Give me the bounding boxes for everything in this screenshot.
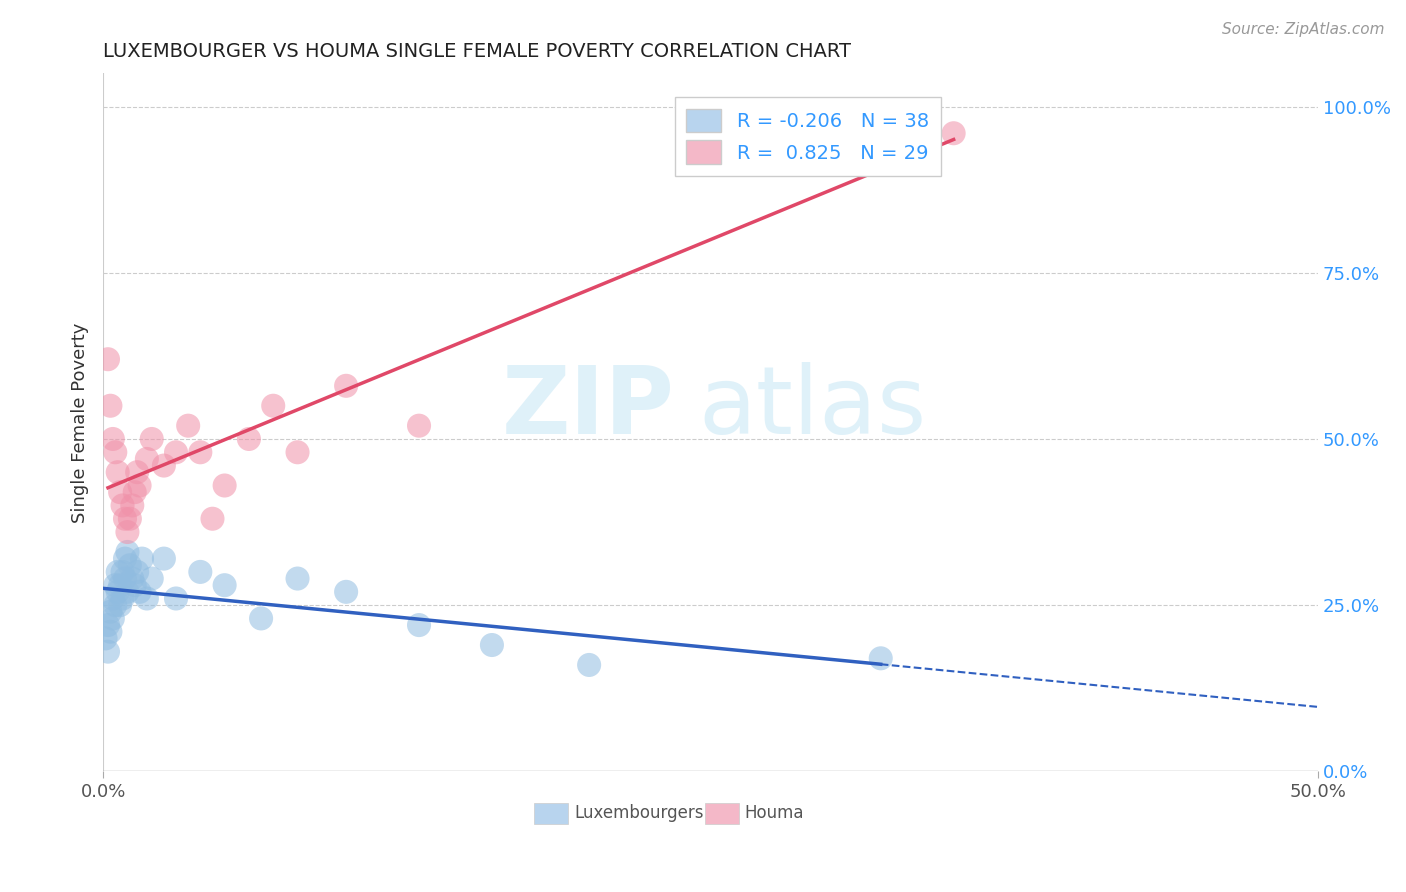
Point xyxy=(117,585,139,599)
Point xyxy=(408,618,430,632)
Point xyxy=(121,572,143,586)
Point xyxy=(107,465,129,479)
Point xyxy=(107,585,129,599)
Point xyxy=(262,399,284,413)
Point xyxy=(188,445,211,459)
Point xyxy=(101,591,124,606)
Point xyxy=(101,432,124,446)
Point xyxy=(121,499,143,513)
Point xyxy=(111,565,134,579)
Point xyxy=(188,565,211,579)
Point xyxy=(104,578,127,592)
Text: ZIP: ZIP xyxy=(502,362,675,454)
Point xyxy=(135,591,157,606)
Point xyxy=(481,638,503,652)
Point xyxy=(117,524,139,539)
Point xyxy=(287,572,309,586)
Point xyxy=(114,572,136,586)
Point xyxy=(153,551,176,566)
Point xyxy=(124,485,146,500)
Point xyxy=(578,657,600,672)
Point xyxy=(94,632,117,646)
Point xyxy=(118,512,141,526)
Point xyxy=(124,578,146,592)
Point xyxy=(101,611,124,625)
Point xyxy=(408,418,430,433)
Point xyxy=(117,545,139,559)
Point xyxy=(127,565,149,579)
Point xyxy=(100,605,122,619)
Point xyxy=(127,465,149,479)
Point xyxy=(335,585,357,599)
Point xyxy=(114,551,136,566)
Point xyxy=(111,591,134,606)
Point xyxy=(97,352,120,367)
Point xyxy=(131,551,153,566)
Text: Luxembourgers: Luxembourgers xyxy=(575,805,704,822)
Point xyxy=(108,598,131,612)
Point xyxy=(335,379,357,393)
Point xyxy=(97,645,120,659)
Point xyxy=(111,499,134,513)
Point xyxy=(128,585,150,599)
Point xyxy=(772,153,794,167)
Text: Houma: Houma xyxy=(745,805,804,822)
Point xyxy=(214,578,236,592)
Point xyxy=(108,485,131,500)
Point xyxy=(97,618,120,632)
FancyBboxPatch shape xyxy=(534,803,568,823)
Point xyxy=(104,598,127,612)
Point xyxy=(250,611,273,625)
Point xyxy=(141,432,163,446)
Point xyxy=(153,458,176,473)
Y-axis label: Single Female Poverty: Single Female Poverty xyxy=(72,322,89,523)
Point xyxy=(287,445,309,459)
Point xyxy=(177,418,200,433)
Point xyxy=(107,565,129,579)
Point xyxy=(135,451,157,466)
Point xyxy=(214,478,236,492)
Point xyxy=(942,126,965,140)
Point xyxy=(165,591,187,606)
FancyBboxPatch shape xyxy=(704,803,738,823)
Point xyxy=(108,578,131,592)
Point xyxy=(114,512,136,526)
Point xyxy=(100,399,122,413)
Point xyxy=(100,624,122,639)
Point xyxy=(165,445,187,459)
Text: LUXEMBOURGER VS HOUMA SINGLE FEMALE POVERTY CORRELATION CHART: LUXEMBOURGER VS HOUMA SINGLE FEMALE POVE… xyxy=(103,42,851,61)
Point xyxy=(238,432,260,446)
Point xyxy=(201,512,224,526)
Point xyxy=(104,445,127,459)
Legend: R = -0.206   N = 38, R =  0.825   N = 29: R = -0.206 N = 38, R = 0.825 N = 29 xyxy=(675,97,941,176)
Point xyxy=(141,572,163,586)
Point xyxy=(869,651,891,665)
Text: atlas: atlas xyxy=(699,362,927,454)
Text: Source: ZipAtlas.com: Source: ZipAtlas.com xyxy=(1222,22,1385,37)
Point xyxy=(118,558,141,573)
Point xyxy=(128,478,150,492)
